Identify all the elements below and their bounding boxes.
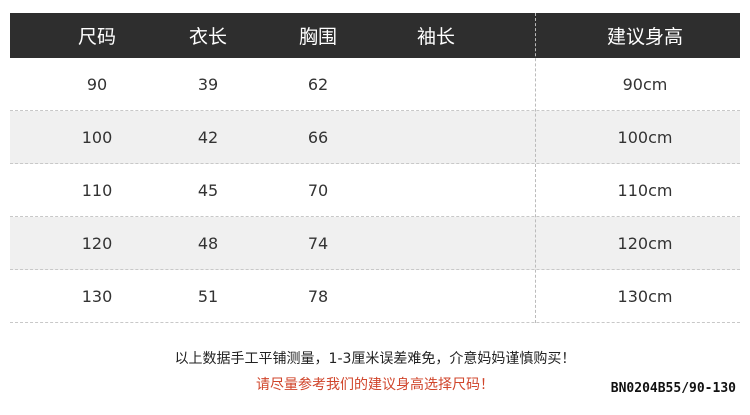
product-code: BN0204B55/90-130 (610, 381, 736, 396)
table-row: 100 42 66 100cm (10, 111, 740, 164)
table-row: 90 39 62 90cm (10, 58, 740, 111)
cell-size: 130 (81, 286, 113, 306)
cell-length: 42 (197, 127, 219, 147)
cell-size: 110 (81, 180, 113, 200)
measurement-note: 以上数据手工平铺测量，1-3厘米误差难免，介意妈妈谨慎购买！ (174, 351, 576, 367)
cell-chest: 74 (307, 233, 329, 253)
table-row: 130 51 78 130cm (10, 270, 740, 323)
table-row: 110 45 70 110cm (10, 164, 740, 217)
size-advice: 请尽量参考我们的建议身高选择尺码！ (256, 377, 494, 393)
cell-height: 130cm (617, 286, 673, 306)
header-chest: 胸围 (298, 26, 337, 48)
cell-height: 120cm (617, 233, 673, 253)
cell-chest: 62 (307, 74, 329, 94)
cell-sleeve (386, 270, 486, 322)
size-chart-table: 尺码 衣长 胸围 袖长 建议身高 90 39 62 90cm 100 42 66 100cm 1… (10, 13, 740, 323)
cell-length: 51 (197, 286, 219, 306)
header-length: 衣长 (188, 26, 227, 48)
cell-size: 120 (81, 233, 113, 253)
cell-sleeve (386, 58, 486, 110)
cell-sleeve (386, 217, 486, 269)
cell-length: 45 (197, 180, 219, 200)
cell-sleeve (386, 111, 486, 163)
column-divider (535, 13, 536, 323)
header-size: 尺码 (77, 26, 116, 48)
cell-chest: 78 (307, 286, 329, 306)
cell-height: 100cm (617, 127, 673, 147)
header-sleeve: 袖长 (416, 26, 455, 48)
cell-sleeve (386, 164, 486, 216)
table-row: 120 48 74 120cm (10, 217, 740, 270)
cell-length: 39 (197, 74, 219, 94)
header-height: 建议身高 (606, 26, 683, 48)
cell-size: 90 (86, 74, 108, 94)
cell-height: 110cm (617, 180, 673, 200)
table-header: 尺码 衣长 胸围 袖长 建议身高 (10, 13, 740, 58)
cell-length: 48 (197, 233, 219, 253)
cell-height: 90cm (622, 74, 668, 94)
cell-chest: 66 (307, 127, 329, 147)
cell-chest: 70 (307, 180, 329, 200)
cell-size: 100 (81, 127, 113, 147)
